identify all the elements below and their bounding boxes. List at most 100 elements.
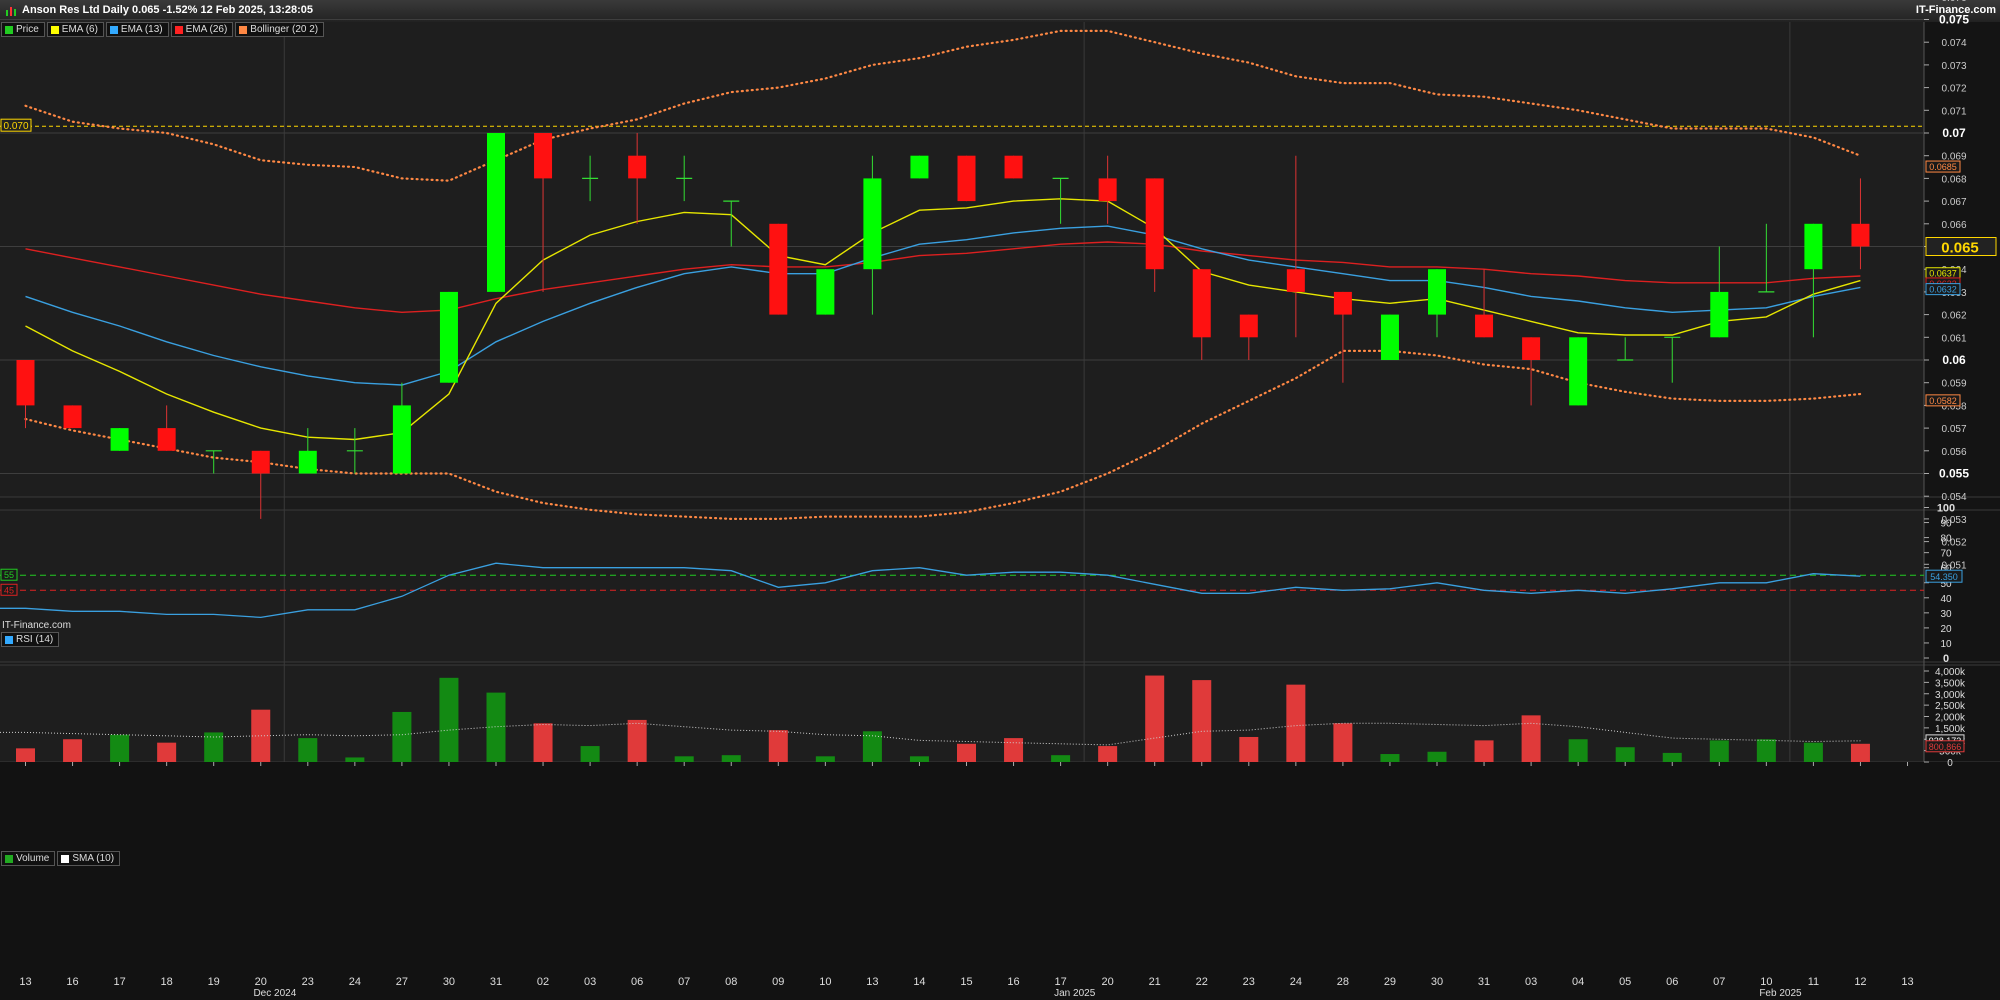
- price-tick-label: 0.071: [1941, 106, 1966, 117]
- x-tick-label: 19: [208, 976, 220, 988]
- price-tick-label: 0.06: [1942, 353, 1966, 367]
- candle-body: [1145, 178, 1164, 270]
- volume-bar: [1098, 746, 1118, 762]
- volume-bar: [627, 719, 647, 762]
- rsi-tick-label: 70: [1940, 549, 1952, 560]
- rsi-tick-label: 60: [1940, 564, 1952, 575]
- candle-body: [63, 405, 82, 429]
- volume-bar: [204, 732, 224, 762]
- volume-bar: [1380, 754, 1400, 762]
- price-tick-label: 0.054: [1941, 492, 1966, 503]
- candle-body: [1004, 155, 1023, 179]
- rsi-line: [0, 562, 1861, 619]
- month-label: Jan 2025: [1054, 988, 1096, 999]
- x-tick-label: 23: [302, 976, 314, 988]
- indicator-value-tag: [1925, 160, 1961, 173]
- legend-label: EMA (6): [61, 24, 98, 35]
- x-tick-label: 20: [1102, 976, 1114, 988]
- volume-tick-label: 2,000k: [1935, 713, 1966, 724]
- x-tick-label: 13: [1901, 976, 1913, 988]
- x-tick-label: 10: [819, 976, 831, 988]
- x-tick-label: 13: [866, 976, 878, 988]
- x-tick-label: 30: [443, 976, 455, 988]
- candle-body: [1380, 314, 1399, 360]
- price-tick-label: 0.068: [1941, 174, 1966, 185]
- axis-column-bg: [1924, 22, 2000, 762]
- volume-bar: [1239, 736, 1259, 762]
- volume-tick-label: 3,500k: [1935, 678, 1966, 689]
- rsi-tick-label: 100: [1937, 503, 1955, 515]
- volume-bar: [298, 738, 318, 762]
- x-tick-label: 27: [396, 976, 408, 988]
- legend-item[interactable]: RSI (14): [1, 632, 60, 647]
- volume-bar: [768, 730, 788, 762]
- x-tick-label: 04: [1572, 976, 1584, 988]
- legend-swatch: [5, 25, 13, 34]
- x-tick-label: 31: [1478, 976, 1490, 988]
- rsi-upper-label: 55: [4, 570, 14, 580]
- rsi-tick-label: 30: [1940, 609, 1952, 620]
- legend-label: Price: [16, 24, 39, 35]
- x-tick-label: 06: [631, 976, 643, 988]
- legend-item[interactable]: SMA (10): [57, 851, 121, 866]
- volume-bar: [1568, 739, 1588, 762]
- price-legend[interactable]: Price EMA (6) EMA (13) EMA (26) Bollinger (2…: [1, 22, 326, 37]
- legend-item[interactable]: Bollinger (20 2): [235, 22, 325, 37]
- x-tick-label: 03: [584, 976, 596, 988]
- x-tick-label: 20: [255, 976, 267, 988]
- volume-bar: [16, 748, 35, 762]
- legend-label: Bollinger (20 2): [250, 24, 319, 35]
- x-tick-label: 03: [1525, 976, 1537, 988]
- rsi-legend[interactable]: RSI (14): [1, 632, 61, 647]
- month-label: Feb 2025: [1759, 988, 1802, 999]
- last-price-tag: [1925, 237, 1997, 256]
- volume-bar: [1521, 715, 1541, 762]
- price-tick-label: 0.076: [1941, 0, 1966, 4]
- legend-item[interactable]: Price: [1, 22, 45, 37]
- price-tick-label: 0.061: [1941, 333, 1966, 344]
- volume-legend[interactable]: Volume SMA (10): [1, 851, 122, 866]
- ema26-line: [25, 241, 1861, 314]
- candle-body: [1522, 337, 1541, 360]
- volume-bar: [1004, 738, 1024, 762]
- price-tick-label: 0.058: [1941, 401, 1966, 412]
- volume-bar: [1427, 751, 1447, 762]
- x-tick-label: 21: [1149, 976, 1161, 988]
- volume-bar: [1192, 680, 1212, 762]
- candle-body: [1710, 291, 1729, 338]
- indicator-value-label: 0.0685: [1929, 162, 1957, 172]
- price-tick-label: 0.056: [1941, 447, 1966, 458]
- legend-item[interactable]: EMA (6): [46, 22, 104, 37]
- candle-body: [957, 155, 976, 202]
- volume-bar: [1850, 743, 1870, 762]
- chart-title: Anson Res Ltd Daily 0.065 -1.52% 12 Feb …: [22, 4, 314, 16]
- x-tick-label: 07: [1713, 976, 1725, 988]
- volume-bar: [909, 756, 929, 762]
- last-price-label: 0.065: [1941, 240, 1979, 257]
- price-level-label: 0.070: [3, 121, 28, 132]
- legend-label: RSI (14): [16, 634, 54, 645]
- volume-bar: [1286, 684, 1306, 762]
- legend-item[interactable]: Volume: [1, 851, 56, 866]
- volume-bar: [63, 739, 83, 762]
- x-tick-label: 14: [913, 976, 925, 988]
- legend-item[interactable]: EMA (26): [170, 22, 234, 37]
- volume-bar: [721, 755, 741, 762]
- ema13-line: [25, 225, 1861, 386]
- price-tick-label: 0.051: [1941, 560, 1966, 571]
- volume-bar: [392, 711, 412, 762]
- brand-label: IT-Finance.com: [1915, 4, 1996, 16]
- x-tick-label: 05: [1619, 976, 1631, 988]
- price-tick-label: 0.057: [1941, 424, 1966, 435]
- candle-body: [1851, 223, 1870, 247]
- x-tick-label: 31: [490, 976, 502, 988]
- legend-item[interactable]: EMA (13): [105, 22, 169, 37]
- legend-swatch: [61, 854, 70, 863]
- indicator-value-tag: [1925, 394, 1961, 407]
- volume-tick-label: 1,500k: [1935, 724, 1966, 735]
- volume-bar: [157, 742, 177, 762]
- volume-bar: [533, 723, 553, 762]
- indicator-value-label: 0.0632: [1929, 285, 1957, 295]
- volume-last-tag: [1925, 740, 1965, 753]
